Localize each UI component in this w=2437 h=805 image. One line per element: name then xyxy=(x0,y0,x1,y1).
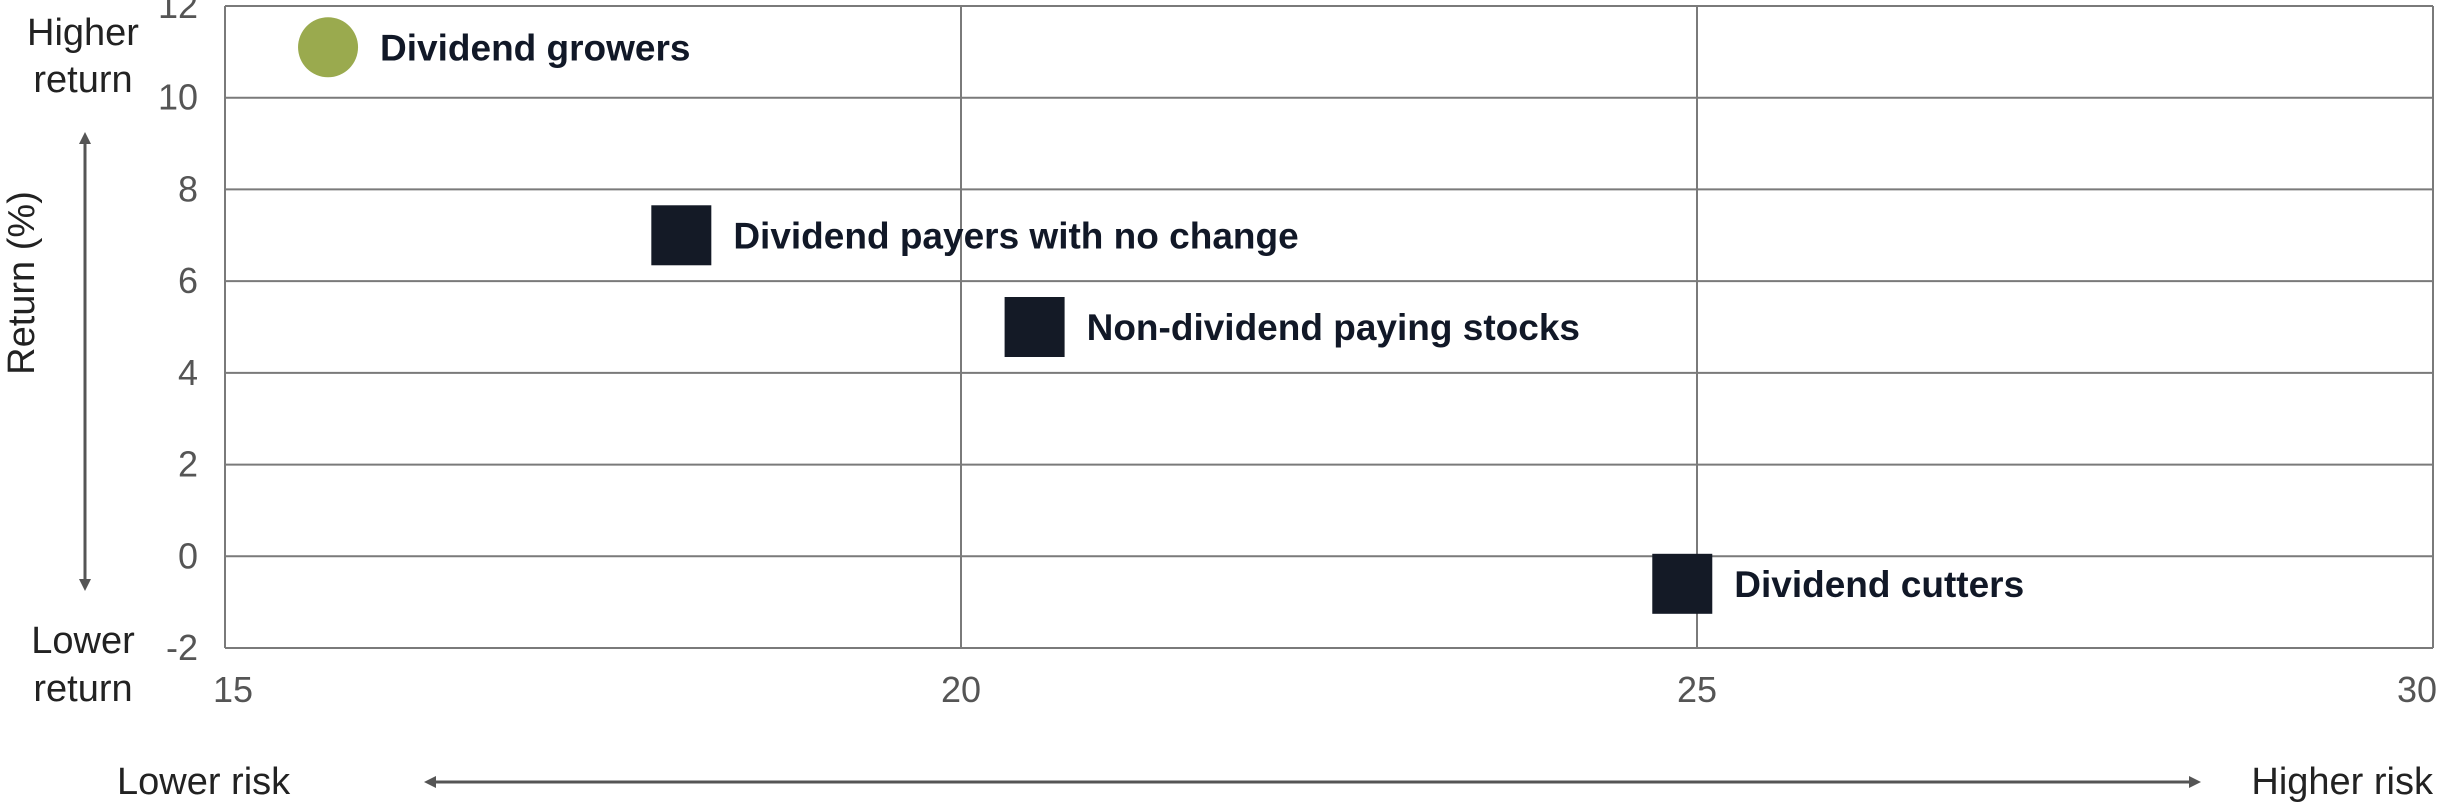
x-tick-label: 25 xyxy=(1677,669,1717,710)
point-marker-circle xyxy=(298,17,359,78)
grid xyxy=(224,5,2434,649)
y-tick-label: 0 xyxy=(178,535,198,576)
point-label: Dividend growers xyxy=(380,27,690,68)
y-axis-label: Return (%) xyxy=(1,191,43,375)
point-marker-square xyxy=(1004,297,1065,357)
lower-return-line1: Lower xyxy=(31,620,135,662)
x-tick-label: 30 xyxy=(2397,669,2437,710)
higher-risk-label: Higher risk xyxy=(2251,761,2434,803)
point-label: Dividend payers with no change xyxy=(733,215,1298,256)
y-tick-label: 10 xyxy=(158,77,198,118)
point-label: Non-dividend paying stocks xyxy=(1087,307,1580,348)
y-tick-label: 4 xyxy=(178,352,198,393)
x-tick-label: 15 xyxy=(213,669,253,710)
lower-risk-label: Lower risk xyxy=(117,761,291,803)
y-tick-label: 6 xyxy=(178,260,198,301)
y-tick-label: 2 xyxy=(178,444,198,485)
y-tick-labels: 12 10 8 6 4 2 0 -2 xyxy=(158,0,198,668)
lower-return-line2: return xyxy=(33,668,132,710)
higher-return-line1: Higher xyxy=(27,12,139,54)
y-tick-label: 12 xyxy=(158,0,198,26)
higher-return-line2: return xyxy=(33,59,132,101)
point-label: Dividend cutters xyxy=(1734,564,2024,605)
data-points: Dividend growers Dividend payers with no … xyxy=(298,17,2024,614)
point-marker-square xyxy=(651,205,712,266)
point-marker-square xyxy=(1652,553,1713,614)
x-tick-label: 20 xyxy=(941,669,981,710)
y-tick-label: 8 xyxy=(178,168,198,209)
y-tick-label: -2 xyxy=(166,627,198,668)
x-tick-labels: 15 20 25 30 xyxy=(213,669,2437,710)
